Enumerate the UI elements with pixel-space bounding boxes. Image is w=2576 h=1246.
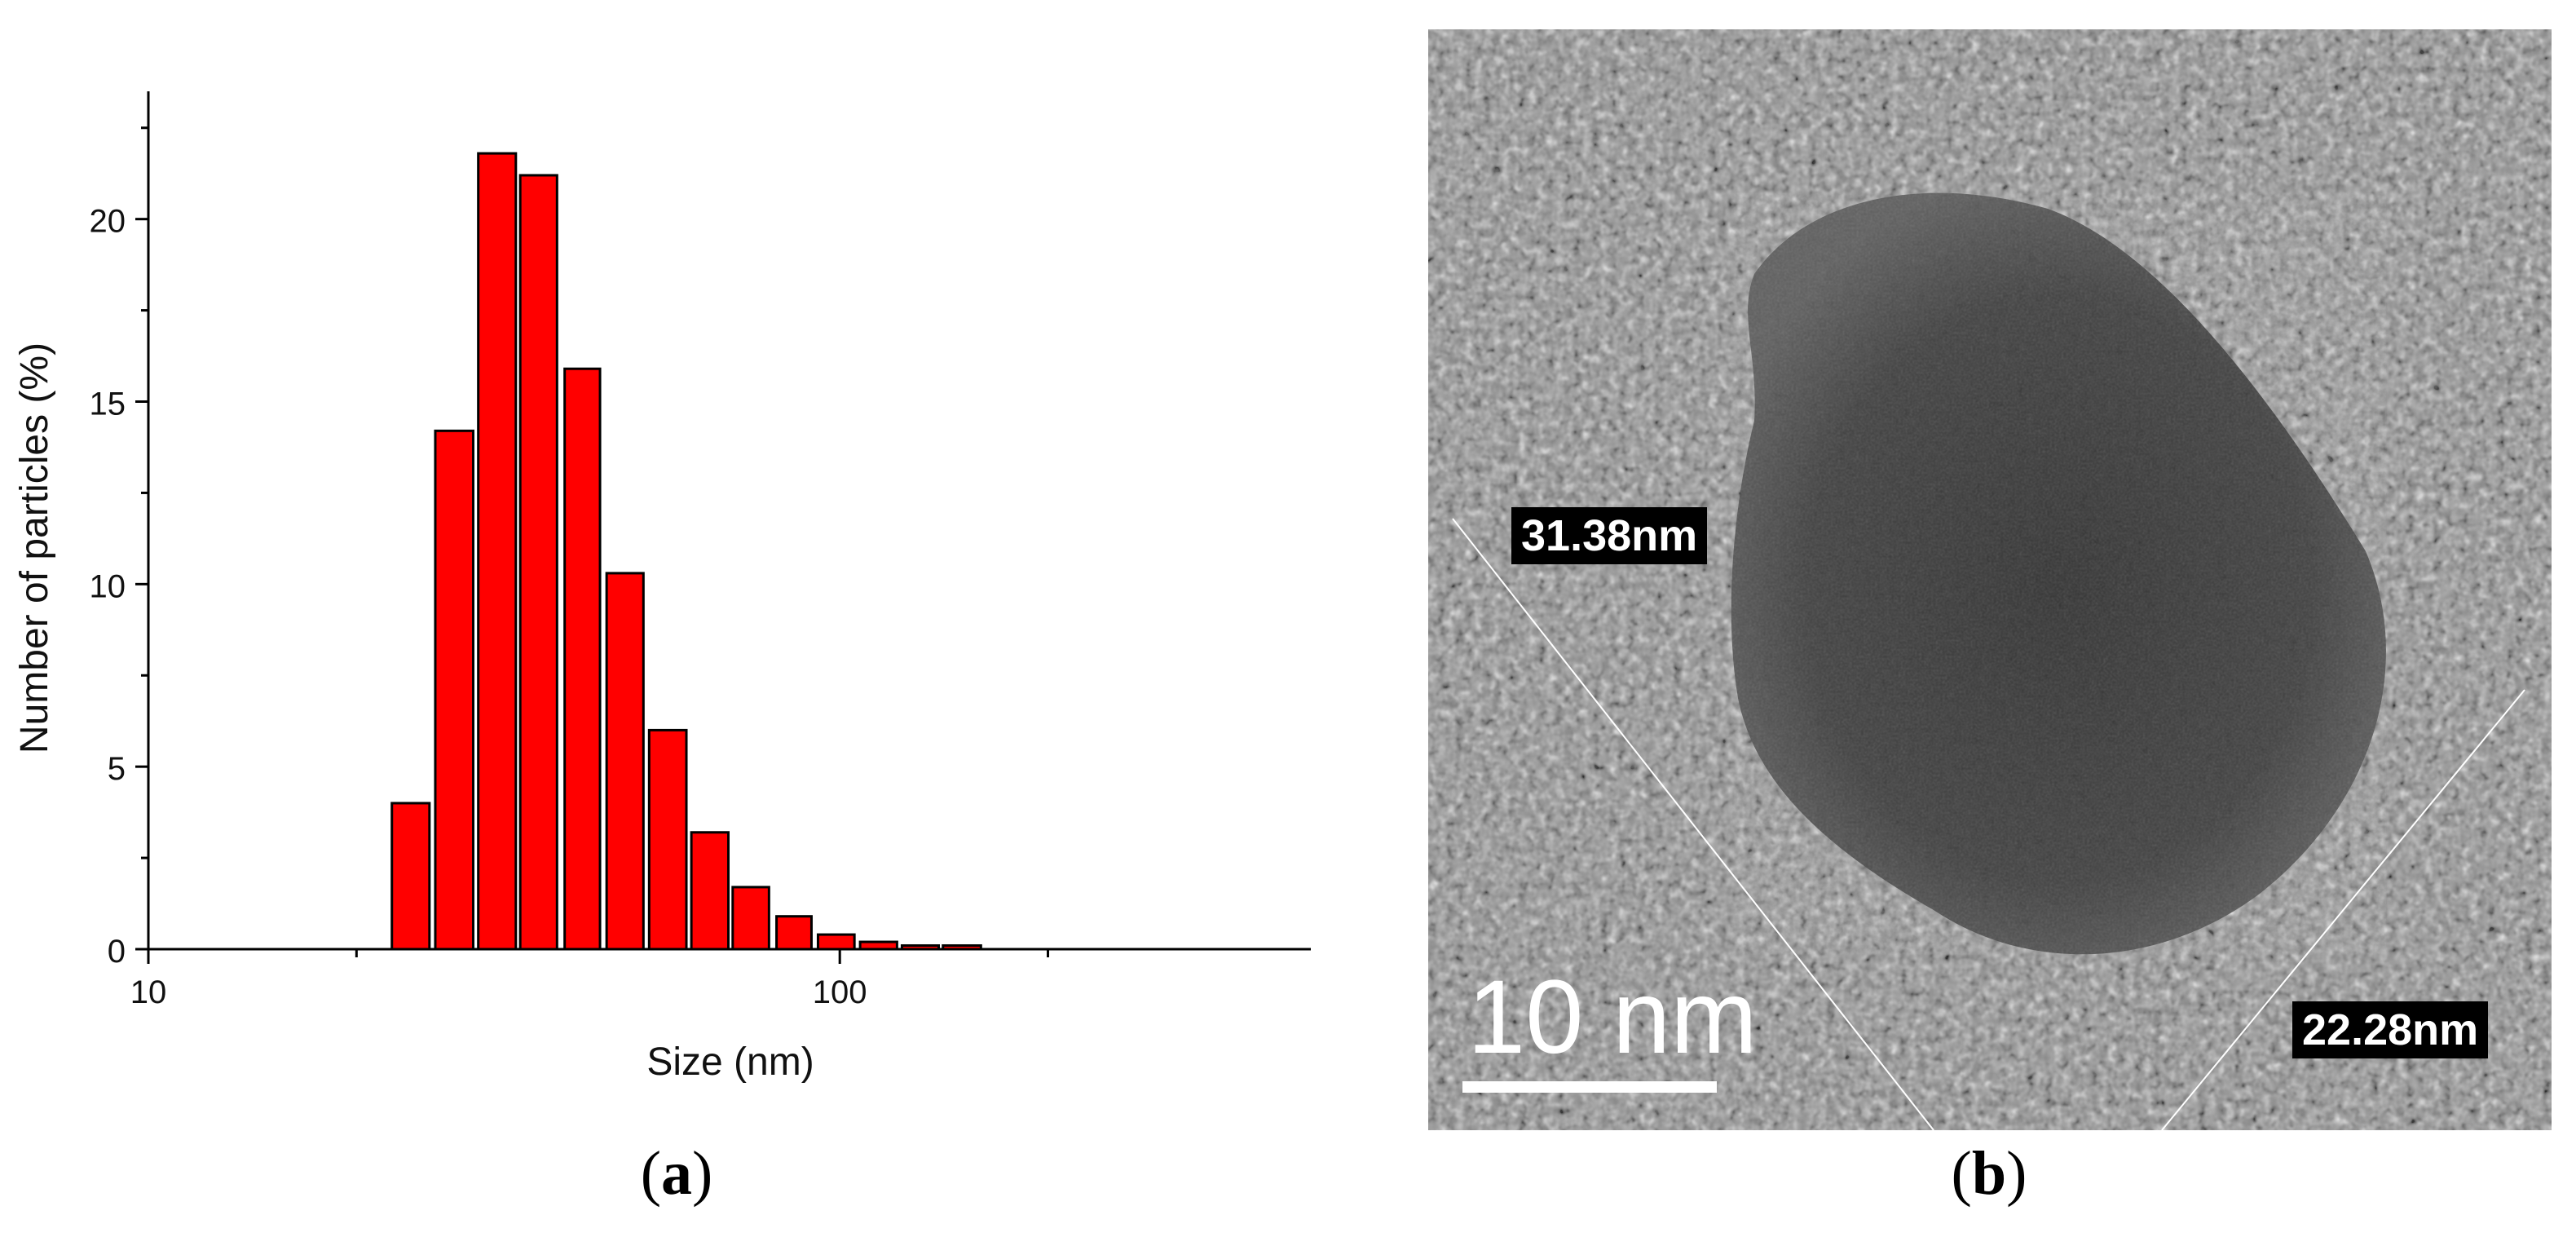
y-tick-label-20: 20 <box>90 204 126 240</box>
axes-group: 0 5 10 15 20 10 100 <box>90 91 1311 1010</box>
y-tick-label-15: 15 <box>90 387 126 422</box>
tem-micrograph: 31.38nm 22.28nm 10 nm <box>1428 29 2552 1130</box>
scale-bar <box>1462 1081 1717 1093</box>
measurement-label-1: 31.38nm <box>1511 507 1708 564</box>
y-axis-label: Number of particles (%) <box>13 342 56 753</box>
y-tick-label-5: 5 <box>108 751 126 787</box>
bar-10 <box>816 933 856 951</box>
bar-7 <box>690 831 730 951</box>
x-axis-label: Size (nm) <box>646 1041 814 1084</box>
x-tick-label-100: 100 <box>813 974 867 1010</box>
measure-line-1 <box>1452 518 1934 1130</box>
tem-image-texture <box>1428 29 2552 1130</box>
x-tick-label-10: 10 <box>130 974 167 1010</box>
bar-0 <box>390 802 431 951</box>
bar-8 <box>731 886 770 951</box>
histogram-chart: 0 5 10 15 20 10 100 Number of particles (%) Si… <box>13 91 1311 1084</box>
bar-3 <box>518 174 558 951</box>
bar-9 <box>775 915 813 951</box>
bar-4 <box>563 367 602 951</box>
scale-bar-label: 10 nm <box>1467 959 1758 1076</box>
bar-2 <box>477 152 518 951</box>
nanoparticle-lattice <box>1731 192 2386 955</box>
measure-line-2 <box>2161 689 2525 1130</box>
y-tick-label-10: 10 <box>90 568 126 604</box>
bars-group <box>390 152 982 951</box>
panel-label-b: (b) <box>1951 1139 2027 1208</box>
measurement-label-2: 22.28nm <box>2292 1001 2489 1058</box>
panel-label-a-letter: a <box>661 1139 692 1208</box>
bar-5 <box>605 572 645 951</box>
bar-6 <box>647 728 688 951</box>
y-tick-label-0: 0 <box>108 934 126 970</box>
panel-label-a: (a) <box>640 1139 713 1208</box>
bar-1 <box>434 429 474 951</box>
panel-label-b-letter: b <box>1971 1139 2007 1208</box>
